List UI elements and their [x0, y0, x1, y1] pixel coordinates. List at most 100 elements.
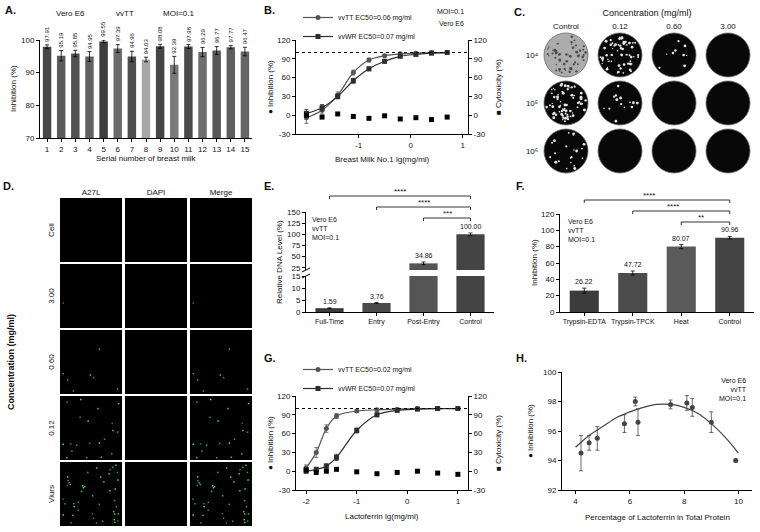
svg-text:92.39: 92.39	[171, 38, 177, 54]
svg-text:A27L: A27L	[82, 188, 101, 197]
svg-text:B.: B.	[264, 4, 275, 16]
svg-text:Vero E6vvTTMOI=0.1: Vero E6vvTTMOI=0.1	[312, 216, 339, 241]
svg-text:F.: F.	[516, 180, 525, 192]
svg-text:vvTT EC50=0.06 mg/ml: vvTT EC50=0.06 mg/ml	[338, 14, 412, 22]
svg-text:Lactoferrin lg(mg/ml): Lactoferrin lg(mg/ml)	[345, 512, 419, 521]
svg-text:****: ****	[394, 187, 406, 196]
svg-text:0.60: 0.60	[666, 22, 682, 31]
svg-text:80: 80	[25, 101, 34, 110]
svg-text:Viurs: Viurs	[47, 485, 56, 503]
svg-text:60: 60	[281, 73, 290, 82]
svg-text:8: 8	[144, 145, 149, 154]
svg-text:Merge: Merge	[210, 188, 233, 197]
svg-text:vvWR EC50=0.07 mg/ml: vvWR EC50=0.07 mg/ml	[338, 33, 415, 41]
svg-text:94: 94	[547, 456, 556, 465]
svg-text:99.55: 99.55	[100, 21, 106, 37]
svg-text:0: 0	[408, 141, 413, 150]
svg-text:7: 7	[130, 145, 135, 154]
svg-text:30: 30	[281, 92, 290, 101]
svg-text:97.77: 97.77	[228, 27, 234, 43]
svg-text:A.: A.	[5, 4, 16, 16]
svg-text:1: 1	[456, 497, 461, 506]
svg-text:60: 60	[474, 429, 483, 438]
svg-text:● Inhibition (%): ● Inhibition (%)	[266, 60, 275, 114]
svg-text:Vero E6: Vero E6	[56, 9, 85, 18]
svg-text:94.03: 94.03	[143, 39, 149, 55]
svg-text:3.76: 3.76	[370, 293, 384, 300]
svg-text:40: 40	[545, 275, 554, 284]
svg-text:-1: -1	[355, 141, 363, 150]
svg-text:DAPI: DAPI	[147, 188, 166, 197]
svg-text:****: ****	[643, 191, 655, 200]
svg-text:90: 90	[25, 68, 34, 77]
svg-text:Relative DNA Level (%): Relative DNA Level (%)	[275, 220, 284, 304]
svg-text:120: 120	[474, 36, 488, 45]
svg-text:Full-Time: Full-Time	[315, 318, 344, 325]
svg-text:Control: Control	[459, 318, 482, 325]
svg-text:96.47: 96.47	[242, 29, 248, 45]
svg-text:Control: Control	[553, 22, 579, 31]
svg-text:D.: D.	[3, 180, 14, 192]
svg-text:120: 120	[277, 392, 291, 401]
svg-text:97.98: 97.98	[186, 26, 192, 42]
svg-text:0: 0	[286, 467, 291, 476]
svg-text:Concentration (mg/ml): Concentration (mg/ml)	[602, 8, 691, 18]
svg-text:Trypsin-EDTA: Trypsin-EDTA	[563, 318, 607, 326]
svg-text:0: 0	[296, 308, 301, 317]
svg-text:96.77: 96.77	[214, 28, 220, 44]
svg-text:15: 15	[240, 145, 249, 154]
svg-text:-1: -1	[353, 497, 361, 506]
svg-text:0.12: 0.12	[612, 22, 628, 31]
svg-text:96: 96	[547, 427, 556, 436]
svg-text:30: 30	[474, 448, 483, 457]
svg-text:98.08: 98.08	[157, 26, 163, 42]
svg-text:34.86: 34.86	[415, 252, 433, 259]
svg-text:MOI=0.1: MOI=0.1	[163, 9, 194, 18]
svg-text:150: 150	[287, 208, 301, 217]
svg-text:90: 90	[474, 55, 483, 64]
svg-text:Cell: Cell	[47, 223, 56, 237]
svg-text:60: 60	[474, 73, 483, 82]
svg-text:-30: -30	[279, 486, 291, 495]
svg-text:Concentration (mg/ml): Concentration (mg/ml)	[6, 314, 16, 410]
svg-text:90: 90	[281, 55, 290, 64]
svg-text:30: 30	[474, 92, 483, 101]
svg-text:125: 125	[287, 219, 301, 228]
svg-text:10: 10	[170, 145, 179, 154]
svg-text:vvWR EC50=0.07 mg/ml: vvWR EC50=0.07 mg/ml	[338, 385, 415, 393]
svg-text:10⁴: 10⁴	[526, 51, 539, 60]
svg-text:1: 1	[45, 145, 50, 154]
svg-text:8: 8	[682, 497, 687, 506]
svg-text:100: 100	[543, 368, 557, 377]
svg-text:● Inhibition (%): ● Inhibition (%)	[526, 404, 535, 458]
svg-text:9: 9	[158, 145, 163, 154]
svg-text:vvTT EC50=0.02 mg/ml: vvTT EC50=0.02 mg/ml	[338, 366, 412, 374]
svg-text:0.60: 0.60	[47, 354, 56, 370]
svg-text:Inhibition (%): Inhibition (%)	[9, 65, 18, 112]
svg-text:1: 1	[461, 141, 466, 150]
svg-text:26.22: 26.22	[575, 278, 593, 285]
svg-text:****: ****	[667, 202, 679, 211]
svg-text:95.19: 95.19	[58, 32, 64, 48]
svg-text:0: 0	[474, 467, 479, 476]
svg-text:2: 2	[59, 145, 64, 154]
svg-text:0: 0	[286, 111, 291, 120]
svg-text:4: 4	[87, 145, 92, 154]
svg-text:70: 70	[25, 134, 34, 143]
svg-text:80: 80	[545, 242, 554, 251]
svg-text:Vero E6vvTTMOI=0.1: Vero E6vvTTMOI=0.1	[568, 218, 595, 243]
svg-text:20: 20	[545, 291, 554, 300]
svg-text:120: 120	[277, 36, 291, 45]
svg-text:3.00: 3.00	[47, 288, 56, 304]
svg-text:4: 4	[573, 497, 578, 506]
svg-text:12: 12	[198, 145, 207, 154]
svg-text:75: 75	[291, 241, 300, 250]
svg-text:Entry: Entry	[368, 318, 385, 326]
svg-text:**: **	[698, 213, 704, 222]
svg-text:1.59: 1.59	[323, 298, 337, 305]
svg-text:Trypsin-TPCK: Trypsin-TPCK	[611, 318, 655, 326]
svg-text:3: 3	[73, 145, 78, 154]
svg-text:■ Cytoxicity (%): ■ Cytoxicity (%)	[494, 59, 503, 115]
svg-text:120: 120	[474, 392, 488, 401]
svg-text:G.: G.	[264, 352, 276, 364]
